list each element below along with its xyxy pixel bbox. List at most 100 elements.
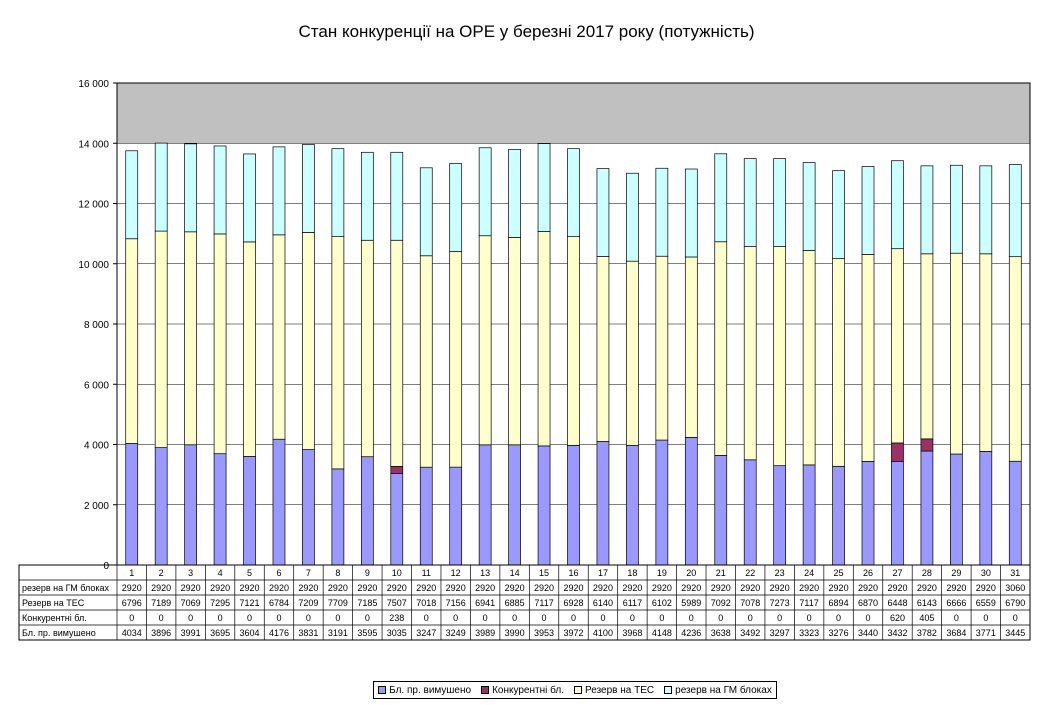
table-cell: 2920 [122,583,142,593]
table-cell: 7709 [328,598,348,608]
bar-segment [979,253,993,452]
table-cell: 3595 [357,628,377,638]
bar-segment [449,466,463,566]
legend-item: Бл. пр. вимушено [378,685,471,696]
table-cell: 0 [365,613,370,623]
bar-segment [243,153,256,243]
table-cell: 7209 [298,598,318,608]
table-cell: 405 [919,613,934,623]
table-cell: 2920 [298,583,318,593]
legend-label: резерв на ГМ блоках [675,684,772,696]
table-cell: 3492 [740,628,760,638]
table-cell: 4148 [652,628,672,638]
bar-segment [390,239,404,467]
table-cell: 6928 [563,598,583,608]
x-tick-label: 1 [129,568,134,578]
bar-segment [596,441,610,566]
y-tick-label: 10 000 [78,260,109,271]
table-cell: 6870 [858,598,878,608]
bar-segment [743,459,757,566]
bar-segment [920,450,934,566]
table-cell: 7018 [416,598,436,608]
bar-segment [449,163,463,252]
table-cell: 0 [866,613,871,623]
bar-segment [360,456,374,566]
bar-segment [537,143,551,232]
table-cell: 2920 [946,583,966,593]
table-cell: 0 [836,613,841,623]
table-cell: 0 [571,613,576,623]
table-cell: 2920 [652,583,672,593]
table-cell: 3060 [1005,583,1025,593]
bar-segment [920,165,934,255]
bar-segment [567,444,580,566]
table-row-label: Резерв на ТЕС [22,598,85,608]
table-cell: 3191 [328,628,348,638]
bar-segment [567,236,580,446]
table-cell: 2920 [151,583,171,593]
table-cell: 7189 [151,598,171,608]
x-tick-label: 19 [657,568,667,578]
table-cell: 6117 [623,598,642,608]
x-tick-label: 14 [510,568,520,578]
y-tick-label: 4 000 [84,441,109,452]
bar-segment [331,236,345,470]
bar-segment [360,151,374,241]
bar-segment [979,165,993,255]
bar-segment [508,237,521,446]
table-cell: 2920 [799,583,819,593]
bar-segment [243,456,256,566]
legend-label: Конкурентні бл. [492,684,565,696]
y-tick-label: 12 000 [78,200,109,211]
table-cell: 0 [807,613,812,623]
bar-segment [950,252,963,455]
table-cell: 6784 [269,598,289,608]
bar-segment [655,167,669,257]
bar-segment [1008,164,1022,258]
bar-segment [272,438,286,566]
table-cell: 3638 [711,628,731,638]
bar-segment [832,465,845,566]
legend-swatch [574,686,583,694]
table-cell: 6448 [887,598,907,608]
bar-segment [626,260,639,446]
table-cell: 6559 [976,598,996,608]
table-cell: 7507 [387,598,407,608]
table-cell: 6796 [122,598,142,608]
table-cell: 2920 [505,583,525,593]
x-tick-label: 26 [863,568,873,578]
table-cell: 3896 [151,628,171,638]
bar-segment [832,170,845,259]
table-cell: 7295 [210,598,230,608]
bar-segment [743,158,757,247]
table-cell: 2920 [475,583,495,593]
table-cell: 0 [630,613,635,623]
bar-segment [390,473,404,566]
table-cell: 4034 [122,628,142,638]
x-tick-label: 28 [922,568,932,578]
table-cell: 0 [777,613,782,623]
x-tick-label: 30 [981,568,991,578]
x-tick-label: 5 [247,568,252,578]
table-cell: 5989 [681,598,701,608]
y-tick-label: 16 000 [78,79,109,90]
bar-segment [508,444,521,566]
table-cell: 6140 [593,598,613,608]
table-cell: 2920 [357,583,377,593]
x-tick-label: 8 [335,568,340,578]
table-cell: 6666 [946,598,966,608]
x-tick-label: 10 [392,568,402,578]
bar-segment [302,144,315,233]
bar-segment [243,241,256,457]
table-cell: 0 [276,613,281,623]
bar-segment [537,445,551,566]
table-cell: 2920 [240,583,260,593]
table-cell: 0 [188,613,193,623]
table-cell: 0 [748,613,753,623]
table-cell: 7117 [799,598,818,608]
x-tick-label: 6 [276,568,281,578]
table-cell: 2920 [711,583,731,593]
table-cell: 3276 [829,628,849,638]
bar-segment [390,151,404,241]
bar-segment [626,445,639,566]
